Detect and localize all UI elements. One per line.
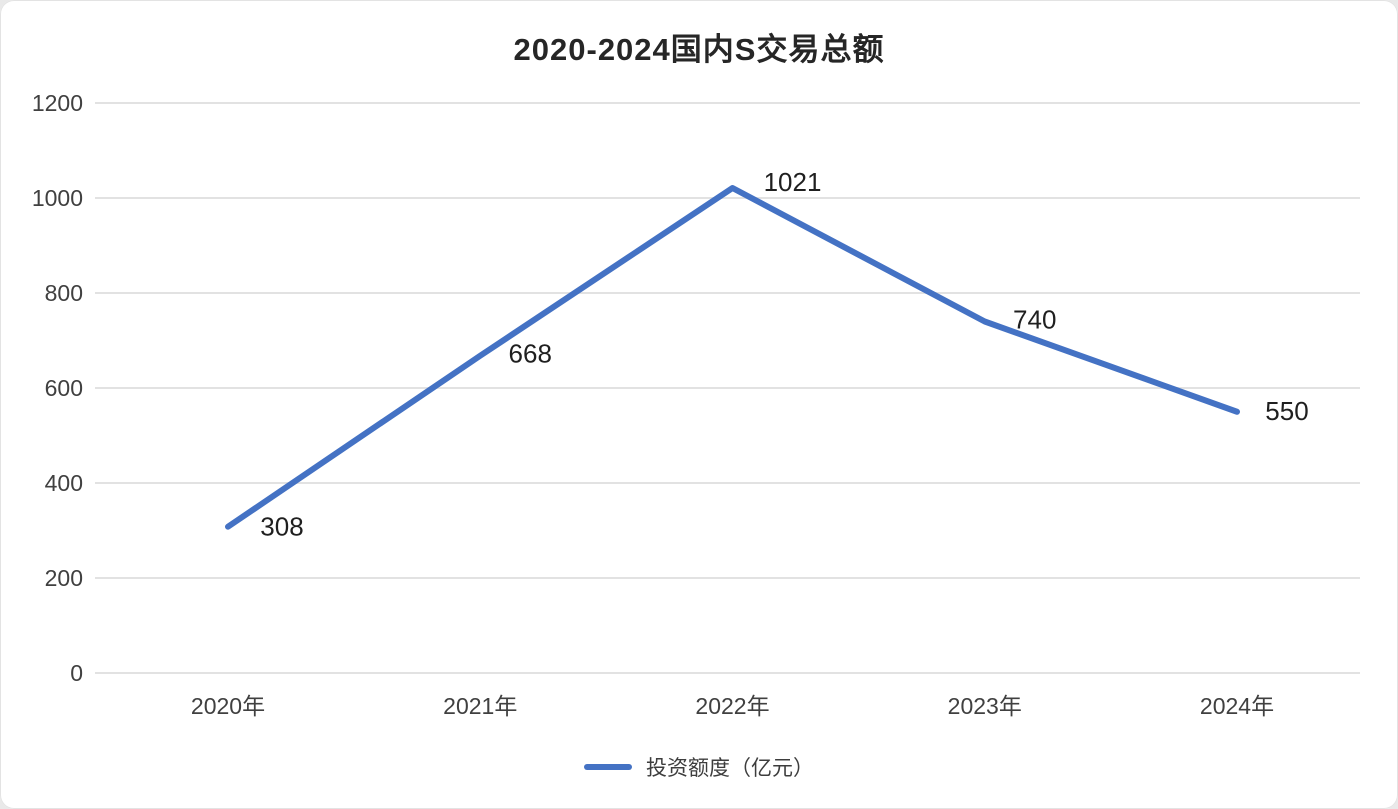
x-axis-tick-labels: 2020年 2021年 2022年 2023年 2024年 [191, 693, 1274, 719]
data-label: 668 [509, 339, 552, 369]
y-axis-tick-label: 600 [45, 375, 83, 401]
legend: 投资额度（亿元） [0, 752, 1398, 782]
y-axis-tick-label: 1200 [32, 90, 83, 116]
y-axis-tick-label: 800 [45, 280, 83, 306]
series-line [225, 185, 1240, 530]
legend-line-swatch [584, 764, 632, 770]
y-axis-tick-labels: 0 200 400 600 800 1000 1200 [32, 90, 83, 686]
y-axis-tick-label: 200 [45, 565, 83, 591]
data-labels-group: 308 668 1021 740 550 [260, 167, 1308, 542]
y-axis-tick-label: 400 [45, 470, 83, 496]
data-label: 740 [1013, 305, 1056, 335]
legend-label: 投资额度（亿元） [646, 757, 814, 780]
series-line-group [225, 185, 1240, 530]
x-axis-tick-label: 2021年 [443, 693, 517, 719]
chart-title: 2020-2024国内S交易总额 [513, 32, 885, 67]
y-axis-tick-label: 1000 [32, 185, 83, 211]
x-axis-tick-label: 2022年 [695, 693, 769, 719]
x-axis-tick-label: 2024年 [1200, 693, 1274, 719]
data-label: 550 [1265, 396, 1308, 426]
y-axis-tick-label: 0 [70, 660, 83, 686]
data-label: 1021 [764, 167, 822, 197]
x-axis-tick-label: 2023年 [948, 693, 1022, 719]
data-label: 308 [260, 512, 303, 542]
x-axis-tick-label: 2020年 [191, 693, 265, 719]
gridlines-group [95, 102, 1360, 674]
